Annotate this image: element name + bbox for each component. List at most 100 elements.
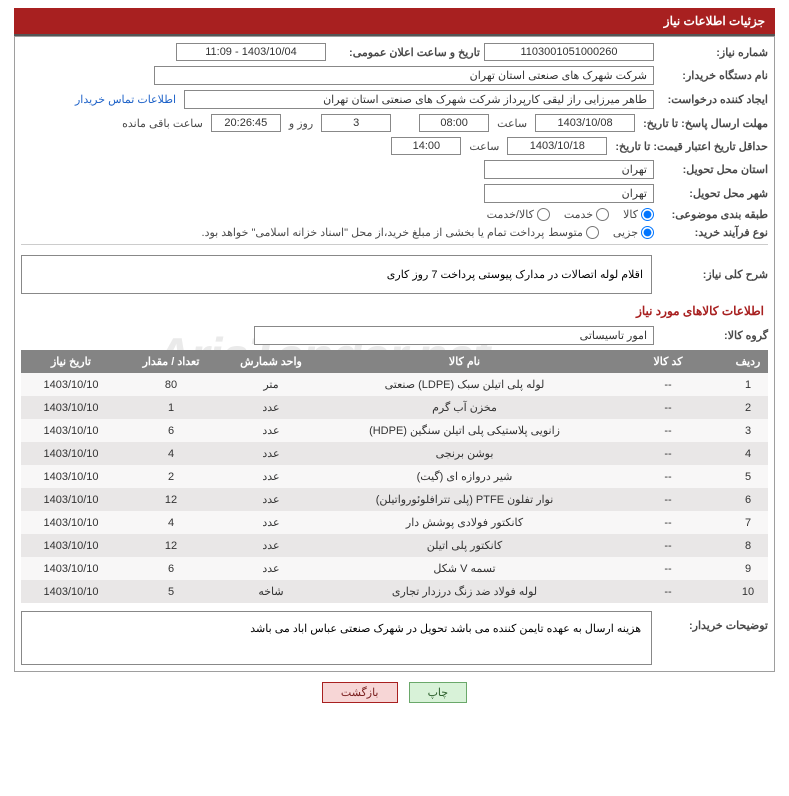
time-label-2: ساعت [465, 140, 503, 153]
need-number-label: شماره نیاز: [658, 46, 768, 59]
announce-value: 1403/10/04 - 11:09 [176, 43, 326, 61]
category-radio-input-0[interactable] [641, 208, 654, 221]
table-row: 4--بوشن برنجیعدد41403/10/10 [21, 442, 768, 465]
remaining-label: ساعت باقی مانده [118, 117, 207, 130]
table-row: 8--کانکتور پلی اتیلنعدد121403/10/10 [21, 534, 768, 557]
table-cell: 5 [728, 465, 768, 488]
table-cell: مخزن آب گرم [321, 396, 608, 419]
category-radio-0[interactable]: کالا [623, 208, 654, 221]
table-cell: عدد [221, 442, 321, 465]
table-cell: 6 [121, 419, 221, 442]
category-radio-2[interactable]: کالا/خدمت [487, 208, 550, 221]
table-cell: 1403/10/10 [21, 419, 121, 442]
category-radio-label-1: خدمت [564, 208, 593, 221]
purchase-radio-input-1[interactable] [586, 226, 599, 239]
buyer-notes-value: هزینه ارسال به عهده تایمن کننده می باشد … [21, 611, 652, 665]
table-cell: -- [608, 465, 728, 488]
table-cell: 1 [121, 396, 221, 419]
deadline-label: مهلت ارسال پاسخ: تا تاریخ: [639, 117, 768, 130]
purchase-radio-group: جزیی متوسط [548, 226, 654, 239]
table-row: 5--شیر دروازه ای (گیت)عدد21403/10/10 [21, 465, 768, 488]
table-cell: -- [608, 396, 728, 419]
page-title: جزئیات اطلاعات نیاز [14, 8, 775, 36]
table-cell: 9 [728, 557, 768, 580]
purchase-radio-0[interactable]: جزیی [613, 226, 654, 239]
category-radio-1[interactable]: خدمت [564, 208, 609, 221]
desc-label: شرح کلی نیاز: [658, 268, 768, 281]
buyer-contact-link[interactable]: اطلاعات تماس خریدار [71, 93, 180, 106]
table-cell: -- [608, 373, 728, 396]
table-cell: 7 [728, 511, 768, 534]
table-header-3: واحد شمارش [221, 350, 321, 373]
print-button[interactable]: چاپ [409, 682, 468, 703]
table-cell: 1403/10/10 [21, 557, 121, 580]
need-description: اقلام لوله اتصالات در مدارک پیوستی پرداخ… [21, 255, 652, 294]
table-cell: عدد [221, 419, 321, 442]
table-cell: عدد [221, 396, 321, 419]
table-cell: 12 [121, 488, 221, 511]
table-cell: -- [608, 442, 728, 465]
table-cell: 4 [121, 442, 221, 465]
province-value: تهران [484, 160, 654, 179]
table-cell: -- [608, 419, 728, 442]
table-cell: -- [608, 511, 728, 534]
table-cell: 80 [121, 373, 221, 396]
city-value: تهران [484, 184, 654, 203]
table-cell: متر [221, 373, 321, 396]
table-cell: 1403/10/10 [21, 373, 121, 396]
category-radio-input-1[interactable] [596, 208, 609, 221]
deadline-time: 08:00 [419, 114, 489, 132]
table-cell: لوله فولاد ضد زنگ درزدار تجاری [321, 580, 608, 603]
back-button[interactable]: بازگشت [322, 682, 398, 703]
table-cell: کانکتور فولادی پوشش دار [321, 511, 608, 534]
group-value: امور تاسیساتی [254, 326, 654, 345]
table-cell: 4 [728, 442, 768, 465]
purchase-radio-input-0[interactable] [641, 226, 654, 239]
table-cell: 2 [121, 465, 221, 488]
category-radio-label-2: کالا/خدمت [487, 208, 534, 221]
table-cell: بوشن برنجی [321, 442, 608, 465]
table-row: 7--کانکتور فولادی پوشش دارعدد41403/10/10 [21, 511, 768, 534]
requester-label: ایجاد کننده درخواست: [658, 93, 768, 106]
purchase-radio-label-0: جزیی [613, 226, 638, 239]
table-cell: 12 [121, 534, 221, 557]
purchase-radio-label-1: متوسط [548, 226, 583, 239]
table-cell: 1403/10/10 [21, 534, 121, 557]
buyer-notes-label: توضیحات خریدار: [658, 611, 768, 632]
purchase-radio-1[interactable]: متوسط [548, 226, 599, 239]
table-cell: تسمه V شکل [321, 557, 608, 580]
table-cell: 1403/10/10 [21, 580, 121, 603]
table-cell: -- [608, 534, 728, 557]
city-label: شهر محل تحویل: [658, 187, 768, 200]
table-cell: شیر دروازه ای (گیت) [321, 465, 608, 488]
requester-value: طاهر میرزایی راز لیقی کارپرداز شرکت شهرک… [184, 90, 654, 109]
table-cell: شاخه [221, 580, 321, 603]
validity-label: حداقل تاریخ اعتبار قیمت: تا تاریخ: [611, 140, 768, 153]
table-cell: 1403/10/10 [21, 511, 121, 534]
table-cell: نوار تفلون PTFE (پلی تترافلوئورواتیلن) [321, 488, 608, 511]
category-radio-input-2[interactable] [537, 208, 550, 221]
buyer-org-label: نام دستگاه خریدار: [658, 69, 768, 82]
table-cell: 1 [728, 373, 768, 396]
table-cell: عدد [221, 534, 321, 557]
table-row: 9--تسمه V شکلعدد61403/10/10 [21, 557, 768, 580]
table-cell: 1403/10/10 [21, 396, 121, 419]
table-cell: 10 [728, 580, 768, 603]
table-cell: عدد [221, 557, 321, 580]
deadline-date: 1403/10/08 [535, 114, 635, 132]
countdown-value: 20:26:45 [211, 114, 281, 132]
table-cell: -- [608, 580, 728, 603]
table-row: 2--مخزن آب گرمعدد11403/10/10 [21, 396, 768, 419]
table-row: 3--زانویی پلاستیکی پلی اتیلن سنگین (HDPE… [21, 419, 768, 442]
table-cell: 5 [121, 580, 221, 603]
days-and-text: روز و [285, 117, 317, 130]
table-cell: 4 [121, 511, 221, 534]
table-row: 6--نوار تفلون PTFE (پلی تترافلوئورواتیلن… [21, 488, 768, 511]
table-cell: 2 [728, 396, 768, 419]
table-cell: عدد [221, 465, 321, 488]
validity-date: 1403/10/18 [507, 137, 607, 155]
table-cell: -- [608, 488, 728, 511]
category-radio-label-0: کالا [623, 208, 638, 221]
table-cell: زانویی پلاستیکی پلی اتیلن سنگین (HDPE) [321, 419, 608, 442]
table-cell: 6 [728, 488, 768, 511]
